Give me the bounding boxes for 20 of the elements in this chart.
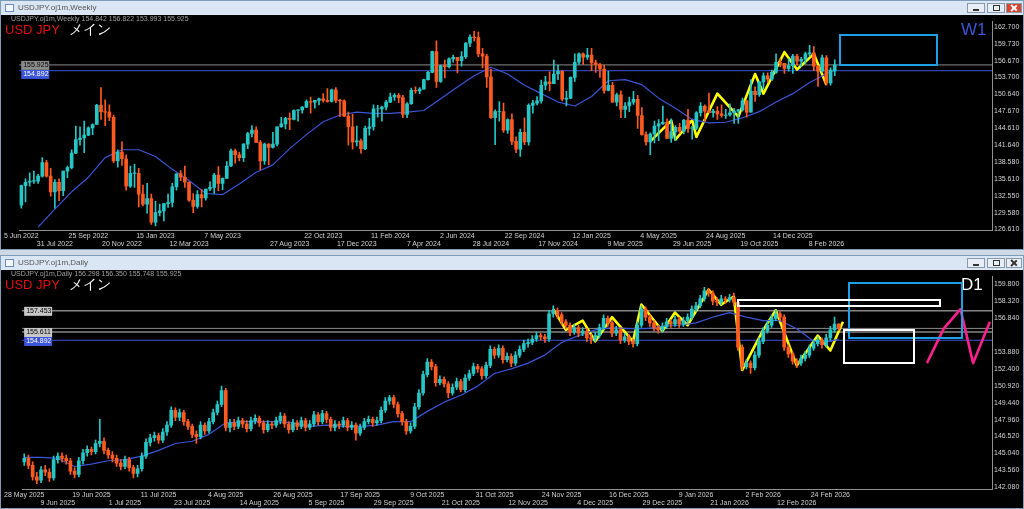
chart-title: USDJPY.oj1m,Daily bbox=[18, 258, 89, 268]
annotation: USD JPY bbox=[5, 22, 60, 37]
candlestick bbox=[442, 59, 447, 79]
candlestick bbox=[497, 101, 502, 122]
chart-title: USDJPY.oj1m,Weekly bbox=[18, 3, 97, 13]
candlestick bbox=[354, 125, 359, 147]
candlestick bbox=[556, 64, 560, 80]
candlestick bbox=[233, 148, 237, 164]
candlestick bbox=[32, 170, 36, 184]
candlestick bbox=[103, 99, 108, 126]
candlestick bbox=[82, 120, 87, 153]
candlestick bbox=[97, 419, 102, 448]
candlestick bbox=[287, 112, 292, 130]
candlestick bbox=[296, 109, 300, 122]
annotation: W1 bbox=[961, 20, 987, 39]
candlestick bbox=[27, 172, 32, 187]
annotation: USD JPY bbox=[5, 277, 60, 292]
candlestick bbox=[145, 183, 149, 214]
candlestick bbox=[266, 143, 271, 166]
annotation: メイン bbox=[69, 276, 111, 292]
